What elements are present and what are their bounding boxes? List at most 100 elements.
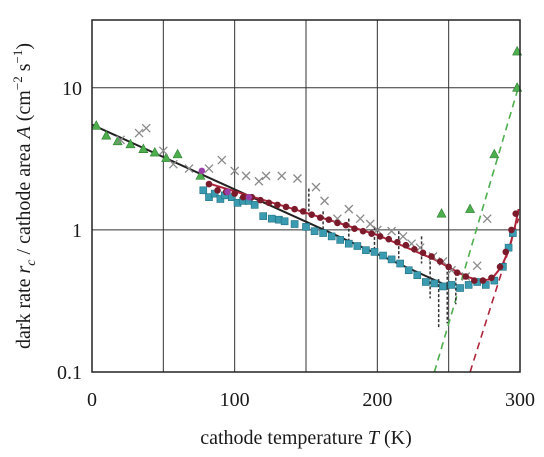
square-point: [404, 266, 413, 275]
cross-point: [184, 164, 194, 174]
cross-point: [398, 231, 408, 241]
circle-point: [488, 274, 495, 282]
x-tick-label: 200: [362, 389, 392, 411]
cross-point: [387, 226, 397, 236]
square-point: [387, 255, 396, 264]
triangle-point: [125, 138, 136, 149]
circle-point: [479, 277, 487, 284]
fit-line-3: [433, 86, 520, 373]
circle-point: [471, 277, 478, 284]
y-axis-title-text: dark rate: [13, 274, 35, 350]
triangle-point: [149, 146, 160, 157]
square-point: [439, 282, 447, 291]
circle-point: [411, 246, 418, 253]
cross-point: [230, 166, 240, 176]
triangle-point: [161, 152, 172, 162]
square-point: [430, 279, 439, 288]
square-point: [422, 278, 430, 286]
circle-point: [205, 180, 213, 188]
circle-point: [359, 227, 367, 235]
circle-point: [214, 186, 221, 194]
square-point: [302, 223, 310, 231]
cross-point: [241, 171, 251, 181]
y-axis-title-var: r: [13, 266, 35, 274]
cross-point: [141, 123, 151, 133]
circle-point: [445, 263, 452, 271]
cross-point: [277, 171, 287, 181]
square-point: [199, 186, 208, 195]
cross-point: [158, 146, 168, 156]
circle-point: [245, 193, 253, 201]
circle-point: [385, 235, 393, 243]
triangle-point: [489, 148, 500, 159]
triangle-point: [436, 208, 447, 218]
circle-point: [376, 233, 384, 240]
cross-point: [320, 196, 330, 206]
circle-point: [308, 211, 316, 218]
circle-point: [428, 253, 435, 260]
square-point: [344, 239, 353, 248]
circle-point: [453, 269, 461, 276]
square-point: [327, 232, 336, 241]
square-point: [362, 246, 370, 254]
square-point: [456, 284, 464, 292]
square-point: [259, 212, 268, 220]
circle-point: [198, 167, 206, 175]
circle-point: [512, 210, 520, 218]
cross-point: [116, 135, 125, 145]
cross-point: [482, 214, 492, 224]
circle-point: [419, 249, 427, 257]
circle-point: [291, 205, 298, 213]
y-axis-title-var2: A: [13, 125, 35, 140]
circle-point: [224, 188, 231, 196]
circle-point: [316, 214, 324, 221]
y-axis-title-mid: / cathode area: [13, 138, 35, 259]
y-axis-title-unit-exp1: −2: [10, 76, 25, 90]
y-tick-label: 10: [62, 78, 82, 100]
circle-point: [265, 199, 273, 207]
cross-point: [134, 128, 144, 138]
square-point: [370, 248, 379, 256]
y-tick-label: 1: [72, 220, 82, 242]
square-point: [250, 201, 259, 209]
circle-point: [462, 273, 470, 280]
y-axis-title-sub: c: [24, 259, 39, 266]
cross-point: [344, 204, 354, 214]
data-markers: [91, 45, 523, 292]
triangle-point: [172, 148, 183, 159]
triangle-point: [91, 120, 102, 130]
circle-point: [257, 196, 264, 204]
y-axis-title-unit-close: ): [13, 43, 35, 50]
square-point: [310, 227, 319, 235]
square-point: [290, 220, 299, 228]
x-axis-title: cathode temperature T (K): [200, 427, 412, 449]
x-axis-title-var: T: [368, 427, 381, 449]
circle-point: [402, 241, 410, 249]
cross-point: [311, 182, 321, 192]
triangle-point: [138, 143, 149, 153]
circle-point: [274, 201, 281, 209]
y-tick-labels: 0.1 1 10: [57, 78, 82, 384]
square-point: [336, 236, 345, 244]
cross-point: [292, 174, 302, 183]
square-point: [379, 251, 387, 260]
circle-point: [231, 190, 238, 197]
y-tick-label: 0.1: [57, 362, 82, 384]
circle-point: [334, 219, 341, 227]
circle-point: [368, 230, 375, 238]
error-bars: [308, 188, 457, 330]
circle-point: [282, 203, 290, 211]
x-axis-title-text: cathode temperature: [200, 427, 368, 449]
cross-point: [355, 214, 365, 224]
circle-point: [394, 238, 401, 246]
x-tick-label: 100: [220, 389, 250, 411]
y-axis-title: dark rate rc / cathode area A (cm−2 s−1): [10, 43, 39, 349]
circle-point: [508, 226, 515, 234]
triangle-point: [195, 170, 206, 180]
circle-point: [436, 258, 444, 265]
circle-point: [299, 208, 307, 215]
square-point: [353, 242, 362, 250]
circle-point: [239, 193, 247, 201]
circle-point: [342, 221, 350, 229]
y-axis-title-unit-exp2: −1: [10, 50, 25, 64]
